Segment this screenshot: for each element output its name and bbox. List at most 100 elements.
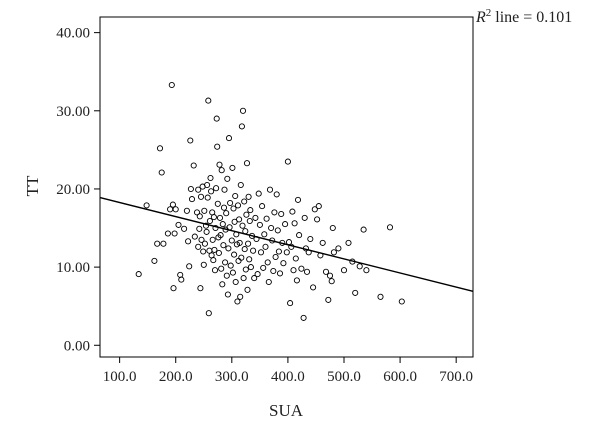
- data-point: [242, 266, 249, 273]
- data-point: [293, 277, 300, 284]
- data-point: [214, 143, 221, 150]
- r-squared-sup: 2: [486, 7, 492, 19]
- data-point: [175, 221, 182, 228]
- data-point: [230, 205, 237, 212]
- data-point: [238, 254, 245, 261]
- data-point: [202, 222, 210, 229]
- data-point: [234, 298, 241, 305]
- data-point: [300, 314, 307, 321]
- data-point: [255, 190, 262, 197]
- data-point: [232, 192, 239, 200]
- data-points: [135, 81, 405, 321]
- data-point: [265, 278, 272, 286]
- data-point: [325, 296, 332, 303]
- data-point: [143, 202, 150, 209]
- data-point: [311, 206, 318, 213]
- data-point: [237, 181, 244, 189]
- data-point: [201, 240, 208, 247]
- data-point: [303, 268, 311, 275]
- data-point: [227, 199, 234, 207]
- data-point: [197, 193, 205, 200]
- data-point: [240, 275, 247, 282]
- data-point: [224, 175, 231, 182]
- x-tick-label: 200.0: [159, 369, 193, 385]
- data-point: [219, 281, 226, 288]
- data-point: [223, 272, 230, 279]
- data-point: [213, 115, 220, 122]
- data-point: [225, 135, 233, 142]
- x-tick-label: 400.0: [271, 369, 305, 385]
- data-point: [154, 240, 161, 247]
- data-point: [229, 164, 236, 171]
- data-point: [243, 160, 251, 167]
- data-point: [187, 185, 194, 193]
- data-point: [204, 181, 211, 189]
- r-squared-annotation: R2 line = 0.101: [475, 7, 572, 26]
- y-axis: 0.00 10.00 20.00 30.00 40.00: [56, 26, 100, 354]
- data-point: [231, 251, 238, 258]
- data-point: [245, 193, 252, 200]
- data-point: [296, 232, 303, 239]
- data-point: [284, 158, 291, 165]
- data-point: [260, 264, 267, 271]
- data-point: [245, 240, 252, 247]
- data-point: [228, 237, 235, 244]
- data-point: [229, 269, 236, 276]
- data-point: [322, 268, 330, 275]
- data-point: [246, 217, 253, 225]
- data-point: [164, 230, 171, 237]
- y-tick-label: 0.00: [64, 338, 90, 354]
- fit-line: [99, 196, 474, 293]
- data-point: [214, 200, 221, 207]
- data-point: [205, 97, 212, 104]
- data-point: [217, 232, 224, 239]
- data-point: [186, 263, 193, 270]
- data-point: [326, 272, 334, 279]
- data-point: [340, 267, 348, 274]
- data-point: [234, 202, 242, 209]
- data-point: [207, 174, 214, 182]
- data-point: [266, 186, 274, 193]
- data-point: [232, 278, 239, 286]
- data-point: [160, 240, 167, 247]
- y-axis-title: TT: [23, 175, 42, 196]
- data-point: [193, 209, 201, 216]
- data-point: [185, 238, 192, 245]
- data-point: [250, 247, 257, 254]
- data-point: [191, 233, 198, 240]
- y-tick-label: 40.00: [56, 26, 90, 42]
- data-point: [251, 275, 258, 282]
- data-point: [330, 249, 337, 256]
- data-point: [256, 221, 263, 228]
- data-point: [315, 203, 322, 210]
- data-point: [210, 257, 217, 264]
- data-point: [352, 289, 359, 296]
- data-point: [170, 285, 177, 292]
- data-point: [360, 226, 367, 233]
- data-point: [329, 224, 336, 232]
- x-tick-label: 300.0: [215, 369, 249, 385]
- data-point: [335, 245, 342, 252]
- data-point: [307, 235, 314, 243]
- data-point: [301, 214, 308, 221]
- data-point: [271, 209, 278, 216]
- data-point: [220, 204, 228, 211]
- data-point: [200, 261, 207, 268]
- data-point: [259, 203, 266, 210]
- data-point: [216, 214, 224, 221]
- data-point: [190, 162, 197, 169]
- data-point: [223, 210, 230, 217]
- data-point: [243, 211, 250, 218]
- data-point: [203, 228, 210, 235]
- data-point: [231, 218, 238, 225]
- data-point: [247, 207, 254, 214]
- data-point: [181, 225, 188, 232]
- data-point: [247, 264, 254, 271]
- y-tick-label: 20.00: [56, 182, 90, 198]
- data-point: [211, 267, 219, 274]
- data-point: [135, 271, 142, 278]
- data-point: [239, 107, 247, 114]
- data-point: [197, 285, 204, 292]
- data-point: [239, 222, 246, 229]
- x-axis: 100.0 200.0 300.0 400.0 500.0 600.0 700.0: [103, 357, 473, 385]
